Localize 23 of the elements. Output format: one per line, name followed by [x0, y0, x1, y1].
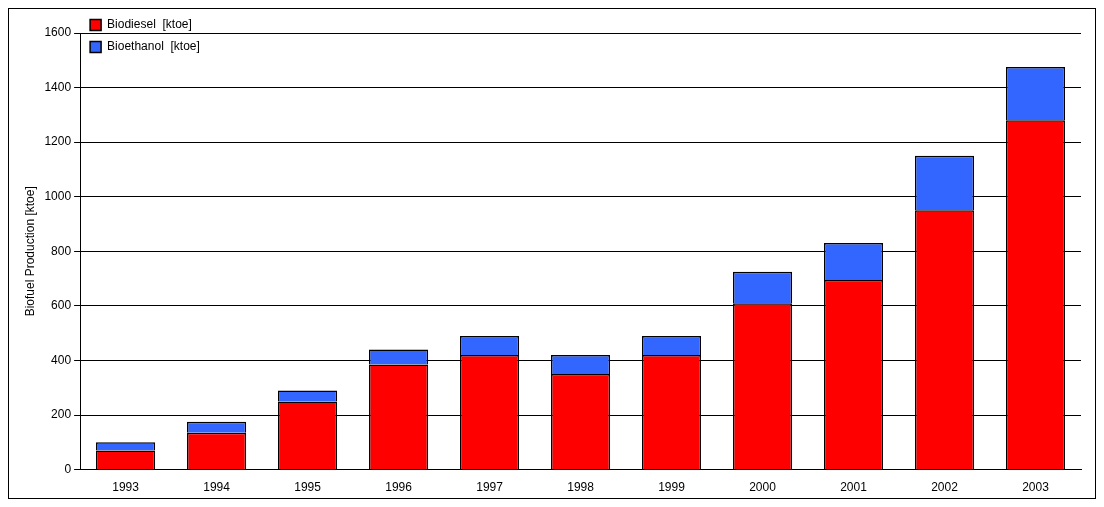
y-tick-label: 800 [51, 243, 72, 258]
y-tick-label: 1200 [44, 134, 72, 149]
x-tick-label: 2001 [840, 480, 868, 495]
x-tick-label: 1993 [112, 480, 140, 495]
x-tick-label: 1999 [658, 480, 686, 495]
x-tick-label: 2002 [931, 480, 959, 495]
y-tick-label: 0 [64, 461, 72, 476]
y-tick-label: 1400 [44, 79, 72, 94]
x-tick-label: 2000 [749, 480, 777, 495]
y-tick-label: 1600 [44, 25, 72, 40]
x-tick-label: 1998 [567, 480, 595, 495]
x-tick-label: 2003 [1022, 480, 1050, 495]
y-tick-label: 1000 [44, 189, 72, 204]
x-tick-label: 1995 [294, 480, 322, 495]
legend-label: Biodiesel [ktoe] [107, 17, 192, 32]
y-tick-label: 200 [51, 407, 72, 422]
y-tick-label: 600 [51, 298, 72, 313]
y-tick-label: 400 [51, 352, 72, 367]
x-tick-label: 1994 [203, 480, 231, 495]
legend-label: Bioethanol [ktoe] [107, 39, 200, 54]
x-tick-label: 1997 [476, 480, 504, 495]
y-axis-title: Biofuel Production [ktoe] [22, 186, 37, 317]
x-tick-label: 1996 [385, 480, 413, 495]
